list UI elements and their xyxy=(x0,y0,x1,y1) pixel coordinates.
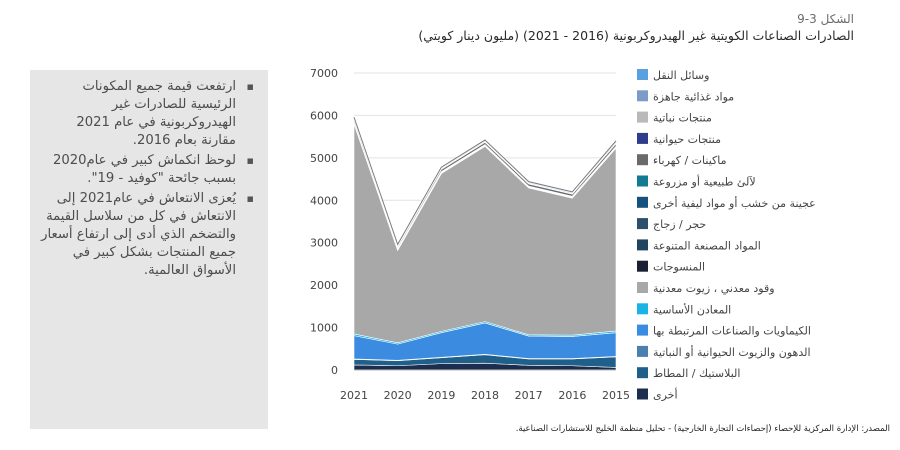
legend-swatch xyxy=(637,132,648,144)
legend-swatch xyxy=(637,239,648,251)
legend-label: المنسوجات xyxy=(653,261,705,274)
legend-swatch xyxy=(637,154,648,166)
x-tick-label: 2017 xyxy=(515,389,543,402)
stacked-area-chart: 0 1000 2000 3000 4000 5000 6000 7000 2021 2020 201… xyxy=(310,67,816,402)
y-tick-label: 1000 xyxy=(310,322,338,335)
x-tick-label: 2021 xyxy=(340,389,368,402)
legend-label: البلاستيك / المطاط xyxy=(653,367,740,380)
legend-label: وسائل النقل xyxy=(653,69,709,82)
legend-swatch xyxy=(637,345,648,357)
legend-swatch xyxy=(637,175,648,187)
source-note: المصدر: الإدارة المركزية للإحصاء (إحصاءا… xyxy=(515,424,890,434)
y-tick-label: 3000 xyxy=(310,237,338,250)
legend-label: منتجات نباتية xyxy=(653,112,712,125)
legend-label: الكيماويات والصناعات المرتبطة بها xyxy=(653,325,811,338)
legend-swatch xyxy=(637,196,648,208)
y-tick-label: 4000 xyxy=(310,194,338,207)
finding-item: يُعزى الانتعاش في عام2021 إلى الانتعاش ف… xyxy=(38,190,254,280)
x-tick-label: 2019 xyxy=(427,389,455,402)
legend-swatch xyxy=(637,282,648,293)
legend-swatch xyxy=(637,324,648,336)
legend-swatch xyxy=(637,90,648,102)
legend-label: منتجات حيوانية xyxy=(653,133,721,146)
legend-swatch xyxy=(637,69,648,80)
finding-item: ارتفعت قيمة جميع المكونات الرئيسية للصاد… xyxy=(38,78,254,150)
legend-swatch xyxy=(637,388,648,400)
legend-label: عجينة من خشب أو مواد ليفية أخرى xyxy=(653,196,816,210)
key-findings-panel: ارتفعت قيمة جميع المكونات الرئيسية للصاد… xyxy=(30,70,268,429)
legend-label: وقود معدني ، زيوت معدنية xyxy=(653,282,775,295)
y-tick-label: 2000 xyxy=(310,279,338,292)
x-tick-label: 2015 xyxy=(602,389,630,402)
legend-swatch xyxy=(637,303,648,315)
total-outline xyxy=(353,116,617,246)
figure-title: الصادرات الصناعات الكويتية غير الهيدروكر… xyxy=(418,28,854,43)
legend-label: حجر / زجاج xyxy=(653,218,706,231)
legend-label: ماكينات / كهرباء xyxy=(653,154,727,167)
legend-label: لآلئ طبيعية أو مزروعة xyxy=(653,175,756,189)
x-tick-label: 2018 xyxy=(471,389,499,402)
legend-swatch xyxy=(637,260,648,272)
y-tick-label: 0 xyxy=(331,364,338,377)
figure-label: الشكل 3-9 xyxy=(797,12,854,26)
x-tick-label: 2020 xyxy=(384,389,412,402)
finding-item: لوحظ انكماش كبير في عام2020 بسبب جائحة "… xyxy=(38,152,254,188)
legend-label: المعادن الأساسية xyxy=(653,302,731,316)
y-tick-label: 5000 xyxy=(310,152,338,165)
legend-swatch xyxy=(637,218,648,230)
legend-label: المواد المصنعة المتنوعة xyxy=(653,239,761,252)
legend-label: الدهون والزيوت الحيوانية أو النباتية xyxy=(653,345,811,359)
legend-swatch xyxy=(637,111,648,123)
legend-label: مواد غذائية جاهزة xyxy=(653,90,734,103)
y-tick-label: 7000 xyxy=(310,67,338,80)
x-tick-label: 2016 xyxy=(558,389,586,402)
legend-swatch xyxy=(637,367,648,379)
y-tick-label: 6000 xyxy=(310,109,338,122)
key-findings-list: ارتفعت قيمة جميع المكونات الرئيسية للصاد… xyxy=(38,78,254,280)
legend-label: أخرى xyxy=(653,388,678,402)
